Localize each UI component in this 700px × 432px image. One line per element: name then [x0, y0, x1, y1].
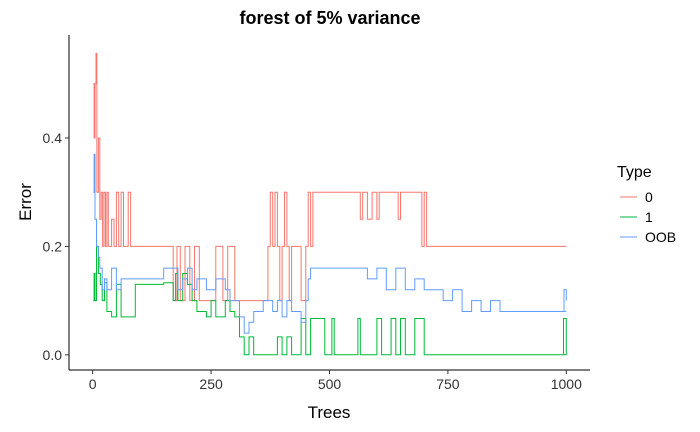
plot-panel: 0 250 500 750 1000 0.0 0.2 0.4	[43, 35, 590, 392]
legend-title: Type	[617, 164, 652, 181]
x-tick-label: 250	[199, 376, 223, 392]
legend-label-oob: OOB	[645, 229, 676, 245]
x-ticks: 0 250 500 750 1000	[89, 370, 582, 392]
y-ticks: 0.0 0.2 0.4	[43, 130, 69, 363]
x-tick-label: 500	[318, 376, 342, 392]
legend-items: 0 1 OOB	[620, 189, 676, 245]
x-tick-label: 1000	[551, 376, 582, 392]
x-tick-label: 750	[436, 376, 460, 392]
legend: Type 0 1 OOB	[617, 164, 676, 245]
legend-label-0: 0	[645, 189, 653, 205]
x-axis-title: Trees	[308, 403, 351, 422]
legend-label-1: 1	[645, 209, 653, 225]
series-line-1	[93, 245, 567, 356]
series-line-0	[93, 52, 567, 302]
y-tick-label: 0.0	[43, 347, 63, 363]
series-line-oob	[93, 153, 567, 334]
y-tick-label: 0.2	[43, 238, 63, 254]
y-tick-label: 0.4	[43, 130, 63, 146]
series-layer	[93, 52, 567, 356]
x-tick-label: 0	[89, 376, 97, 392]
chart-title: forest of 5% variance	[239, 8, 420, 28]
y-axis-title: Error	[16, 183, 35, 221]
